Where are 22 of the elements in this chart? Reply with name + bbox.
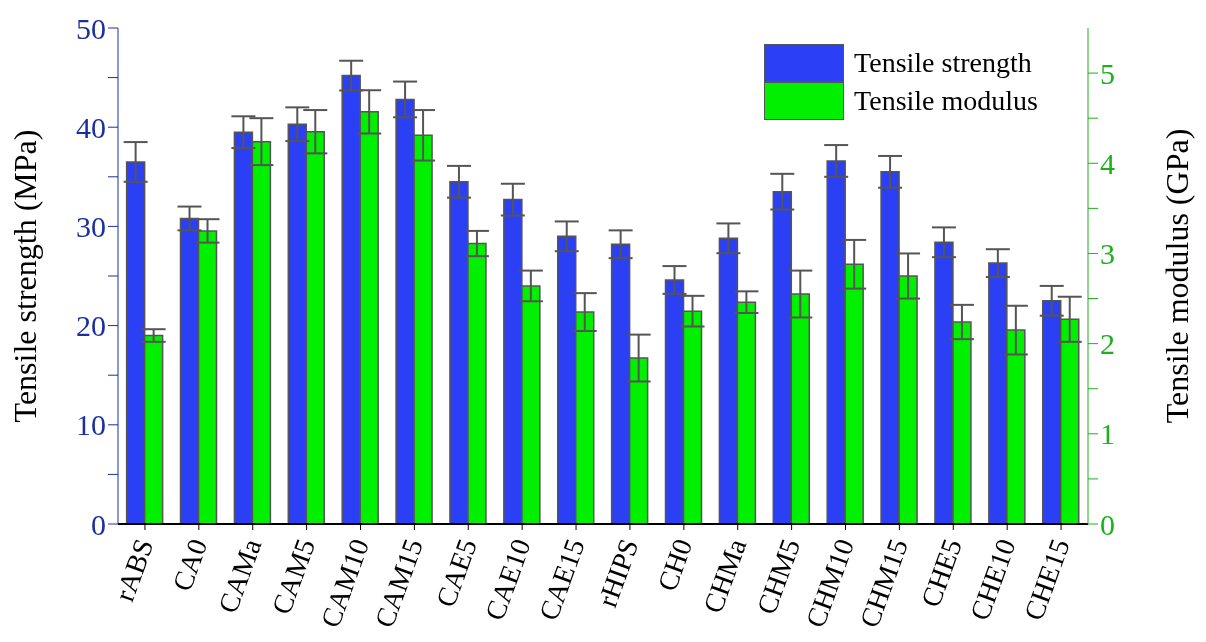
y2-axis-title: Tensile modulus (GPa): [1159, 128, 1196, 424]
y2-tick-label: 2: [1100, 327, 1115, 361]
y2-tick-label: 5: [1100, 56, 1115, 90]
legend-label: Tensile strength: [854, 46, 1032, 80]
y-tick-label: 0: [91, 507, 106, 541]
y-tick-label: 50: [76, 11, 106, 45]
x-tick-label: CA0: [166, 534, 214, 596]
x-tick-label: CH0: [651, 534, 699, 596]
y-tick-label: 20: [76, 309, 106, 343]
y2-tick-label: 0: [1100, 507, 1115, 541]
x-tick-label: CHMa: [697, 534, 753, 617]
y2-tick-label: 3: [1100, 236, 1115, 270]
y2-tick-label: 1: [1100, 417, 1115, 451]
y-axis-title: Tensile strength (MPa): [7, 129, 44, 423]
y-tick-label: 30: [76, 209, 106, 243]
x-tick-label: rHIPS: [591, 534, 645, 612]
legend-label: Tensile modulus: [854, 84, 1038, 118]
y2-tick-label: 4: [1100, 146, 1115, 180]
x-tick-label: rABS: [108, 534, 160, 606]
y-tick-label: 10: [76, 408, 106, 442]
y-tick-label: 40: [76, 110, 106, 144]
x-tick-label: CAMa: [212, 534, 268, 617]
